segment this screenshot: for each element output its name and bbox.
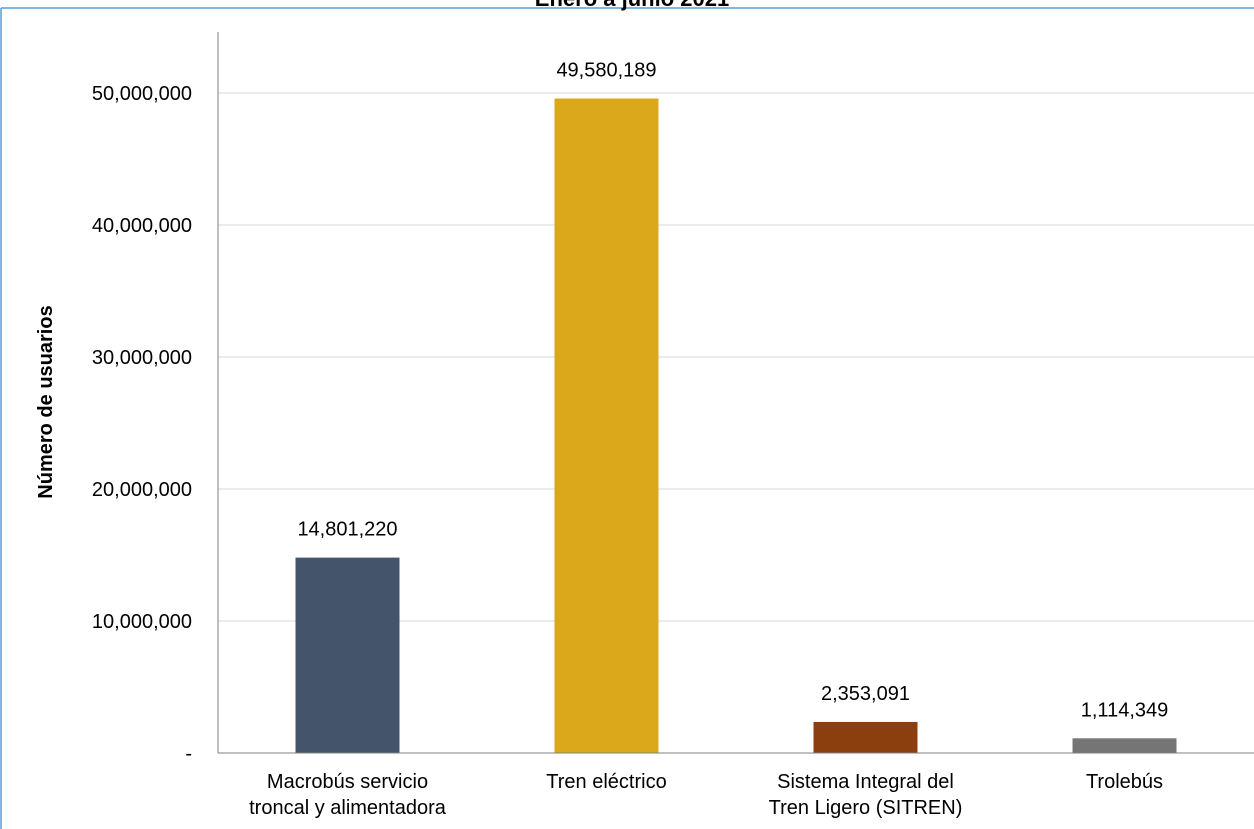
category-label: troncal y alimentadora: [249, 797, 447, 819]
bar: [813, 721, 918, 753]
y-tick-label: 20,000,000: [92, 479, 192, 501]
y-tick-label: 10,000,000: [92, 611, 192, 633]
y-tick-label: 50,000,000: [92, 83, 192, 105]
bar: [295, 557, 400, 753]
category-labels: Macrobús servicio troncal y alimentadora T…: [249, 771, 1163, 819]
category-label: Trolebús: [1086, 771, 1163, 793]
category-label: Tren eléctrico: [546, 771, 666, 793]
y-axis-label: Número de usuarios: [35, 305, 57, 498]
data-label: 1,114,349: [1081, 699, 1169, 721]
category-label: Macrobús servicio: [267, 771, 428, 793]
data-label: 2,353,091: [821, 683, 910, 705]
category-label: Sistema Integral del: [777, 771, 954, 793]
data-labels: 14,801,220 49,580,189 2,353,091 1,114,349: [297, 60, 1168, 722]
y-tick-labels: - 10,000,000 20,000,000 30,000,000 40,000,00…: [92, 83, 192, 765]
gridlines: [218, 92, 1254, 622]
data-label: 14,801,220: [297, 519, 397, 541]
bar: [1072, 738, 1177, 753]
data-label: 49,580,189: [556, 60, 656, 82]
axes: [217, 32, 1254, 754]
y-tick-label: 40,000,000: [92, 215, 192, 237]
y-tick-label: -: [185, 743, 192, 765]
chart-title: Enero a junio 2021: [535, 0, 729, 11]
y-tick-label: 30,000,000: [92, 347, 192, 369]
bar: [554, 98, 659, 753]
bars: [295, 98, 1177, 753]
category-label: Tren Ligero (SITREN): [769, 797, 963, 819]
